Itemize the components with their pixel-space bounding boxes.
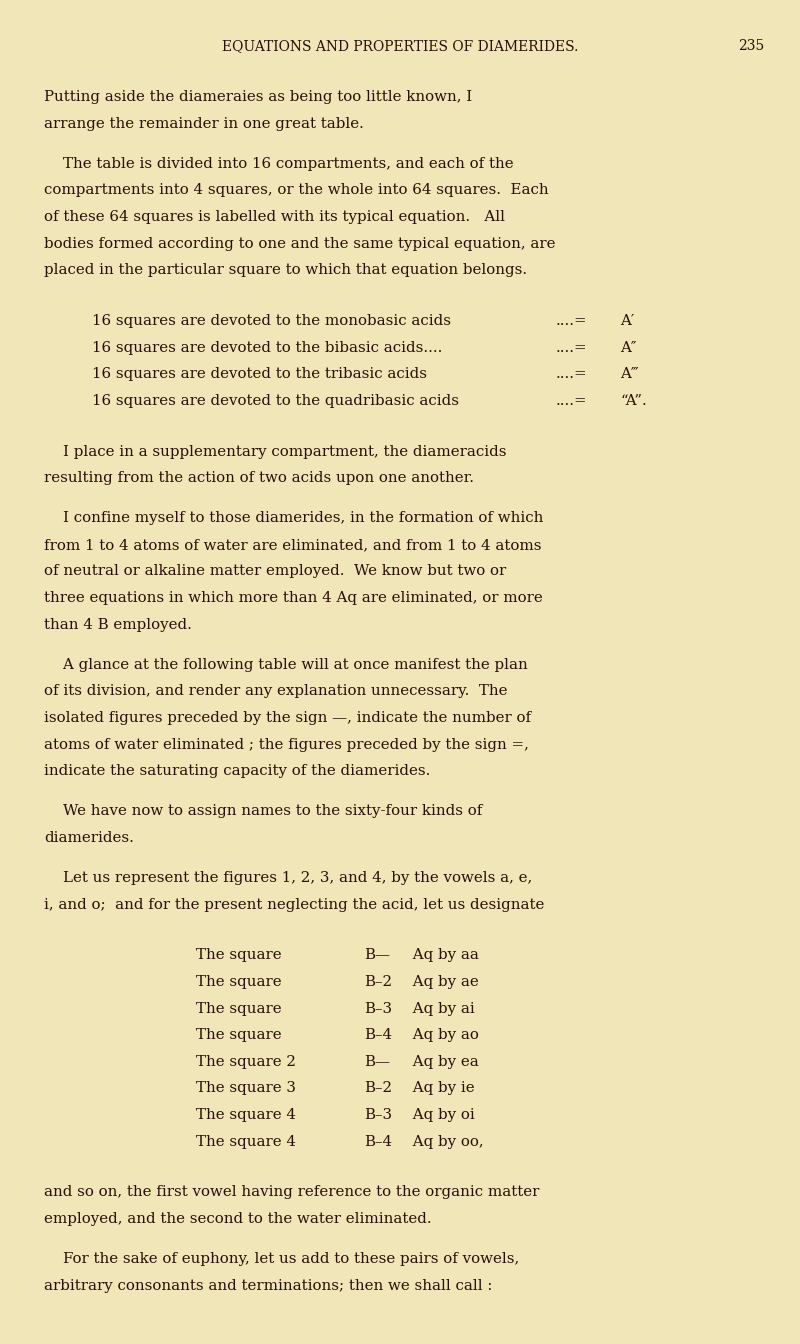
Text: We have now to assign names to the sixty-four kinds of: We have now to assign names to the sixty… [44,804,482,818]
Text: i, and o;  and for the present neglecting the acid, let us designate: i, and o; and for the present neglecting… [44,898,544,911]
Text: placed in the particular square to which that equation belongs.: placed in the particular square to which… [44,263,527,277]
Text: ....=: ....= [556,340,588,355]
Text: B–2: B–2 [364,1082,392,1095]
Text: ....=: ....= [556,314,588,328]
Text: indicate the saturating capacity of the diamerides.: indicate the saturating capacity of the … [44,765,430,778]
Text: and so on, the first vowel having reference to the organic matter: and so on, the first vowel having refere… [44,1185,539,1199]
Text: “A”.: “A”. [620,394,646,407]
Text: Aq by oi: Aq by oi [408,1107,474,1122]
Text: three equations in which more than 4 Aq are eliminated, or more: three equations in which more than 4 Aq … [44,591,542,605]
Text: The square: The square [196,1001,282,1016]
Text: Aq by ao: Aq by ao [408,1028,479,1042]
Text: B–4: B–4 [364,1028,392,1042]
Text: ....=: ....= [556,394,588,407]
Text: 16 squares are devoted to the monobasic acids: 16 squares are devoted to the monobasic … [92,314,451,328]
Text: B—: B— [364,1055,390,1068]
Text: A glance at the following table will at once manifest the plan: A glance at the following table will at … [44,657,528,672]
Text: Putting aside the diameraies as being too little known, I: Putting aside the diameraies as being to… [44,90,472,103]
Text: The square: The square [196,974,282,989]
Text: The square: The square [196,1028,282,1042]
Text: diamerides.: diamerides. [44,831,134,845]
Text: Aq by ae: Aq by ae [408,974,478,989]
Text: The square 2: The square 2 [196,1055,296,1068]
Text: I place in a supplementary compartment, the diameracids: I place in a supplementary compartment, … [44,445,506,458]
Text: The square: The square [196,949,282,962]
Text: Aq by ie: Aq by ie [408,1082,474,1095]
Text: A″: A″ [620,340,637,355]
Text: A′: A′ [620,314,634,328]
Text: B–3: B–3 [364,1107,392,1122]
Text: employed, and the second to the water eliminated.: employed, and the second to the water el… [44,1212,432,1226]
Text: I confine myself to those diamerides, in the formation of which: I confine myself to those diamerides, in… [44,511,543,526]
Text: Aq by ea: Aq by ea [408,1055,478,1068]
Text: resulting from the action of two acids upon one another.: resulting from the action of two acids u… [44,472,474,485]
Text: Let us represent the figures 1, 2, 3, and 4, by the vowels a, e,: Let us represent the figures 1, 2, 3, an… [44,871,532,884]
Text: B–4: B–4 [364,1134,392,1149]
Text: B–2: B–2 [364,974,392,989]
Text: For the sake of euphony, let us add to these pairs of vowels,: For the sake of euphony, let us add to t… [44,1253,519,1266]
Text: ....=: ....= [556,367,588,382]
Text: isolated figures preceded by the sign —, indicate the number of: isolated figures preceded by the sign —,… [44,711,531,724]
Text: Aq by oo,: Aq by oo, [408,1134,484,1149]
Text: arrange the remainder in one great table.: arrange the remainder in one great table… [44,117,364,130]
Text: Aq by aa: Aq by aa [408,949,479,962]
Text: 16 squares are devoted to the quadribasic acids: 16 squares are devoted to the quadribasi… [92,394,459,407]
Text: Aq by ai: Aq by ai [408,1001,474,1016]
Text: The square 4: The square 4 [196,1107,296,1122]
Text: arbitrary consonants and terminations; then we shall call :: arbitrary consonants and terminations; t… [44,1278,492,1293]
Text: The square 3: The square 3 [196,1082,296,1095]
Text: The square 4: The square 4 [196,1134,296,1149]
Text: of neutral or alkaline matter employed.  We know but two or: of neutral or alkaline matter employed. … [44,564,506,578]
Text: A‴: A‴ [620,367,638,382]
Text: B—: B— [364,949,390,962]
Text: from 1 to 4 atoms of water are eliminated, and from 1 to 4 atoms: from 1 to 4 atoms of water are eliminate… [44,538,542,552]
Text: 16 squares are devoted to the tribasic acids: 16 squares are devoted to the tribasic a… [92,367,427,382]
Text: compartments into 4 squares, or the whole into 64 squares.  Each: compartments into 4 squares, or the whol… [44,183,549,198]
Text: atoms of water eliminated ; the figures preceded by the sign =,: atoms of water eliminated ; the figures … [44,738,529,751]
Text: The table is divided into 16 compartments, and each of the: The table is divided into 16 compartment… [44,157,514,171]
Text: 16 squares are devoted to the bibasic acids....: 16 squares are devoted to the bibasic ac… [92,340,442,355]
Text: EQUATIONS AND PROPERTIES OF DIAMERIDES.: EQUATIONS AND PROPERTIES OF DIAMERIDES. [222,39,578,52]
Text: bodies formed according to one and the same typical equation, are: bodies formed according to one and the s… [44,237,555,250]
Text: 235: 235 [738,39,764,52]
Text: than 4 B employed.: than 4 B employed. [44,618,192,632]
Text: B–3: B–3 [364,1001,392,1016]
Text: of these 64 squares is labelled with its typical equation.   All: of these 64 squares is labelled with its… [44,210,505,224]
Text: of its division, and render any explanation unnecessary.  The: of its division, and render any explanat… [44,684,507,699]
